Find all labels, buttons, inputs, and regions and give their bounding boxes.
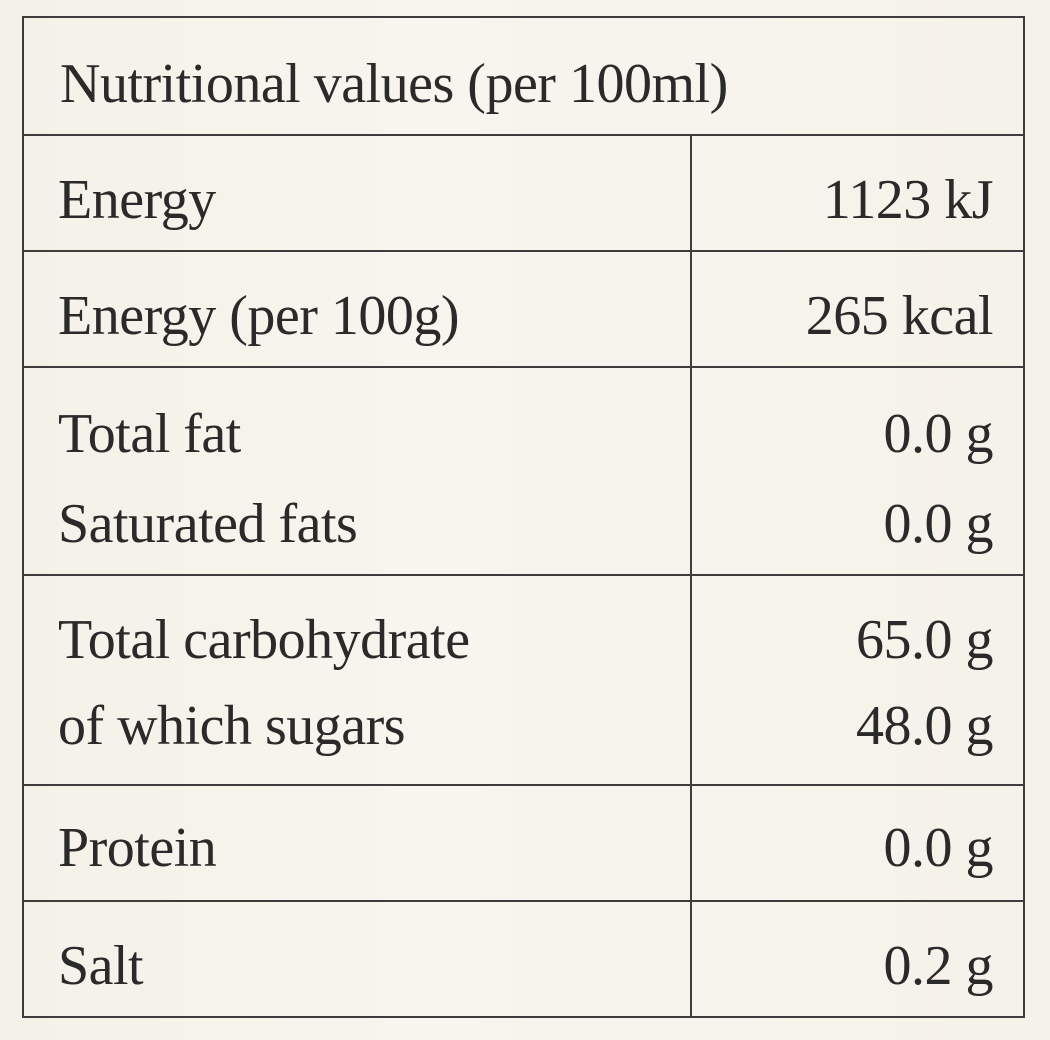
nutrient-value: 0.2 g xyxy=(883,935,994,997)
nutrient-label: Energy xyxy=(58,169,216,231)
column-divider xyxy=(690,136,692,1016)
nutrient-label: Salt xyxy=(58,935,144,997)
table-header-row: Nutritional values (per 100ml) xyxy=(24,18,1023,136)
nutrient-label: Total fat xyxy=(58,403,241,465)
nutrient-value: 265 kcal xyxy=(805,285,994,347)
nutrient-value: 65.0 g xyxy=(856,609,994,671)
nutrient-sublabel: Saturated fats xyxy=(58,493,358,555)
nutrient-value: 48.0 g xyxy=(856,695,994,757)
nutrient-value: 0.0 g xyxy=(883,403,994,465)
table-row-group: Total carbohydrate 65.0 g of which sugar… xyxy=(24,576,1023,786)
table-row: Salt 0.2 g xyxy=(24,902,1023,1016)
nutrient-sublabel: of which sugars xyxy=(58,695,406,757)
nutrient-label: Energy (per 100g) xyxy=(58,285,460,347)
nutrient-label: Total carbohydrate xyxy=(58,609,470,671)
nutrient-label: Protein xyxy=(58,817,217,879)
table-row: Energy (per 100g) 265 kcal xyxy=(24,252,1023,368)
nutrition-table: Nutritional values (per 100ml) Energy 11… xyxy=(22,16,1025,1018)
table-row: Protein 0.0 g xyxy=(24,786,1023,902)
nutrient-value: 0.0 g xyxy=(883,817,994,879)
nutrient-value: 0.0 g xyxy=(883,493,994,555)
table-row: Energy 1123 kJ xyxy=(24,136,1023,252)
table-title: Nutritional values (per 100ml) xyxy=(60,53,728,115)
table-row-group: Total fat 0.0 g Saturated fats 0.0 g xyxy=(24,368,1023,576)
nutrient-value: 1123 kJ xyxy=(822,169,994,231)
